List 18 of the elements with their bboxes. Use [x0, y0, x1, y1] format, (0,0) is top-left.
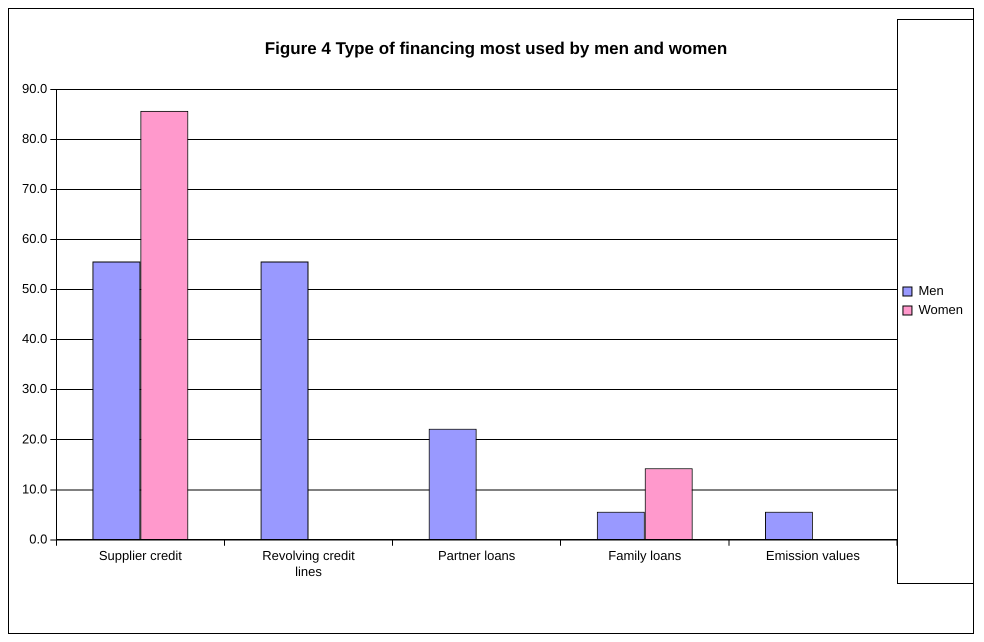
x-tick-label: Partner loans — [438, 548, 516, 564]
y-tick-label: 20.0 — [22, 431, 48, 446]
x-tick-label: Emission values — [766, 548, 860, 564]
y-tick-label: 70.0 — [22, 181, 48, 196]
y-tick-label: 40.0 — [22, 331, 48, 346]
x-tick-label: Family loans — [608, 548, 682, 564]
y-tick-label: 90.0 — [22, 80, 48, 96]
legend-label: Men — [918, 283, 944, 298]
chart-title: Figure 4 Type of financing most used by men and women — [264, 38, 728, 58]
legend-label: Women — [918, 302, 964, 318]
x-tick-label: Revolving credit lines — [262, 548, 356, 579]
y-tick-label: 50.0 — [22, 281, 48, 296]
y-tick-label: 10.0 — [22, 481, 48, 496]
y-tick-label: 0.0 — [29, 531, 48, 546]
y-tick-label: 80.0 — [22, 131, 48, 146]
y-tick-label: 30.0 — [22, 381, 48, 396]
y-tick-label: 60.0 — [22, 231, 48, 246]
x-tick-label: Supplier credit — [98, 548, 182, 564]
